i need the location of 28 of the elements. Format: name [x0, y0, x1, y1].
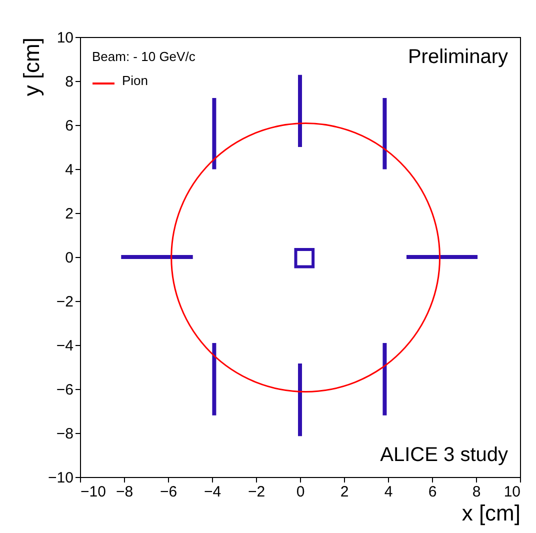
- y-tick-label: −6: [56, 382, 74, 398]
- y-tick-label: −8: [56, 426, 74, 442]
- y-tick-label: −2: [56, 294, 74, 310]
- x-tick-label: 6: [428, 484, 437, 500]
- annotation: Beam: - 10 GeV/c: [92, 49, 196, 64]
- x-tick-label: 0: [296, 484, 305, 500]
- x-tick-label: −4: [204, 484, 222, 500]
- x-tick-label: 10: [504, 484, 520, 500]
- annotation: ALICE 3 study: [380, 444, 508, 466]
- y-tick-label: −4: [56, 338, 74, 354]
- x-tick-label: −6: [160, 484, 178, 500]
- x-tick-label: −8: [116, 484, 134, 500]
- y-tick-label: 2: [65, 206, 74, 222]
- y-tick-label: −10: [48, 470, 74, 486]
- y-tick-label: 6: [65, 118, 74, 134]
- x-tick-label: 2: [340, 484, 349, 500]
- annotation: Preliminary: [408, 46, 508, 68]
- y-tick-label: 4: [65, 162, 74, 178]
- x-tick-label: −2: [248, 484, 266, 500]
- annotation: Pion: [122, 73, 148, 88]
- y-tick-label: 0: [65, 250, 74, 266]
- y-axis-title: y [cm]: [19, 38, 44, 96]
- x-tick-label: 4: [384, 484, 393, 500]
- y-tick-label: 8: [65, 74, 74, 90]
- x-tick-label: −10: [80, 484, 106, 500]
- x-axis-title: x [cm]: [462, 500, 520, 526]
- x-tick-label: 8: [472, 484, 481, 500]
- y-tick-label: 10: [56, 30, 74, 46]
